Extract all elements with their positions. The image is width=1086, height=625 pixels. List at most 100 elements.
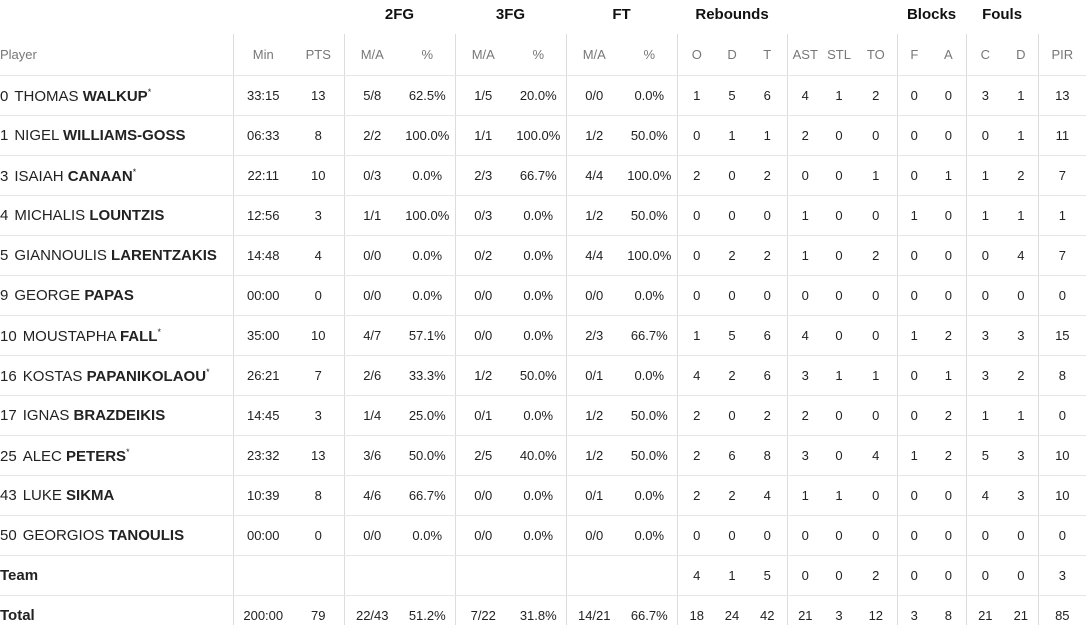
stat-cell: 0 bbox=[855, 115, 898, 156]
stat-cell: 0 bbox=[786, 155, 824, 196]
stat-cell: 0/2 bbox=[454, 235, 511, 276]
stat-cell: 8 bbox=[1037, 355, 1086, 396]
stat-cell: 0/0 bbox=[343, 275, 400, 316]
column-header: M/A bbox=[454, 34, 511, 76]
stat-cell: 0 bbox=[716, 155, 749, 196]
stat-cell: 1 bbox=[896, 435, 932, 476]
stat-cell: 1 bbox=[1004, 395, 1039, 436]
stat-cell: 3 bbox=[293, 395, 344, 436]
stat-cell: 0 bbox=[1004, 515, 1039, 556]
stat-cell bbox=[454, 555, 511, 596]
player-row: 43 LUKE SIKMA 10:39 8 4/6 66.7% 0/0 0.0% 0/1 0.0%… bbox=[0, 475, 1086, 516]
stat-cell: 6 bbox=[748, 355, 788, 396]
stat-cell: 85 bbox=[1037, 595, 1086, 625]
stat-cell: 50.0% bbox=[400, 435, 455, 476]
stat-cell: 26:21 bbox=[232, 355, 293, 396]
stat-cell: 33.3% bbox=[400, 355, 455, 396]
stat-cell: 1 bbox=[965, 195, 1005, 236]
player-first-name: ISAIAH bbox=[14, 167, 64, 185]
stat-cell: 1 bbox=[896, 315, 932, 356]
stat-cell: 2 bbox=[855, 75, 898, 116]
stat-cell: 2 bbox=[748, 395, 788, 436]
stat-cell: 0 bbox=[823, 235, 856, 276]
column-header: PIR bbox=[1037, 34, 1086, 76]
stat-cell: 0.0% bbox=[511, 315, 566, 356]
stat-cell: 0.0% bbox=[511, 195, 566, 236]
stat-cell: 3 bbox=[293, 195, 344, 236]
stat-cell: 00:00 bbox=[232, 515, 293, 556]
stat-cell: 2 bbox=[748, 235, 788, 276]
stat-cell: 5 bbox=[716, 315, 749, 356]
player-first-name: NIGEL bbox=[14, 127, 59, 144]
stat-cell: 1/4 bbox=[343, 395, 400, 436]
player-row: 1 NIGEL WILLIAMS-GOSS 06:33 8 2/2 100.0% 1/1 10… bbox=[0, 115, 1086, 156]
stat-cell: 0 bbox=[931, 555, 967, 596]
stat-cell: 100.0% bbox=[622, 235, 678, 276]
stat-cell: 0 bbox=[748, 275, 788, 316]
stat-cell: 13 bbox=[293, 75, 344, 116]
player-first-name: LUKE bbox=[22, 487, 62, 504]
stat-cell: 0 bbox=[896, 275, 932, 316]
stat-cell: 0 bbox=[823, 395, 856, 436]
stat-cell: 1/1 bbox=[343, 195, 400, 236]
player-row: 3 ISAIAH CANAAN* 22:11 10 0/3 0.0% 2/3 66.7% 4/4… bbox=[0, 155, 1086, 196]
player-number: 25 bbox=[0, 447, 17, 465]
player-cell: 10 MOUSTAPHA FALL* bbox=[0, 315, 233, 356]
player-cell: 3 ISAIAH CANAAN* bbox=[0, 155, 233, 196]
player-last-name: PAPANIKOLAOU bbox=[86, 367, 207, 385]
row-label: Team bbox=[0, 555, 233, 596]
stat-cell: 10 bbox=[293, 155, 344, 196]
stat-cell: 50.0% bbox=[622, 115, 678, 156]
group-header: 3FG bbox=[495, 6, 526, 23]
stat-cell: 0 bbox=[716, 275, 749, 316]
stat-cell: 5 bbox=[716, 75, 749, 116]
stat-cell: 00:00 bbox=[232, 275, 293, 316]
stat-cell: 1 bbox=[855, 355, 898, 396]
player-last-name: LARENTZAKIS bbox=[111, 247, 217, 264]
stat-cell: 1/2 bbox=[565, 195, 622, 236]
stat-cell: 7 bbox=[293, 355, 344, 396]
stat-cell: 2 bbox=[676, 435, 717, 476]
stat-cell: 4 bbox=[748, 475, 788, 516]
stat-cell: 4 bbox=[855, 435, 898, 476]
stat-cell: 66.7% bbox=[622, 315, 678, 356]
player-number: 4 bbox=[0, 207, 9, 224]
stat-cell: 2 bbox=[716, 475, 749, 516]
stat-cell: 4 bbox=[676, 555, 717, 596]
stat-cell: 20.0% bbox=[511, 75, 566, 116]
stat-cell bbox=[343, 555, 400, 596]
stat-cell: 0/3 bbox=[343, 155, 400, 196]
group-header bbox=[787, 0, 897, 34]
player-number: 0 bbox=[0, 87, 9, 105]
stat-cell: 3 bbox=[965, 315, 1005, 356]
stat-cell: 3 bbox=[965, 75, 1005, 116]
stat-cell: 4/4 bbox=[565, 155, 622, 196]
column-header: O bbox=[676, 34, 717, 76]
stat-cell: 0/0 bbox=[565, 515, 622, 556]
stat-cell: 0/0 bbox=[565, 75, 622, 116]
stat-cell: 0 bbox=[716, 515, 749, 556]
stat-cell: 6 bbox=[748, 315, 788, 356]
stat-cell: 1/5 bbox=[454, 75, 511, 116]
stat-cell: 2/5 bbox=[454, 435, 511, 476]
stat-cell: 0 bbox=[931, 235, 967, 276]
stat-cell: 2 bbox=[1004, 355, 1039, 396]
stat-cell: 0 bbox=[965, 235, 1005, 276]
player-number: 3 bbox=[0, 167, 9, 185]
column-header: C bbox=[965, 34, 1005, 76]
stat-cell: 1 bbox=[965, 155, 1005, 196]
stat-cell: 2 bbox=[676, 395, 717, 436]
player-first-name: ALEC bbox=[22, 447, 62, 465]
row-label: Total bbox=[0, 595, 233, 625]
stat-cell: 51.2% bbox=[400, 595, 455, 625]
stat-cell: 6 bbox=[716, 435, 749, 476]
stat-cell: 0 bbox=[896, 475, 932, 516]
player-cell: 5 GIANNOULIS LARENTZAKIS bbox=[0, 235, 233, 276]
stat-cell: 0 bbox=[931, 195, 967, 236]
stat-cell: 0 bbox=[931, 75, 967, 116]
stat-cell: 0/0 bbox=[454, 315, 511, 356]
stat-cell: 0 bbox=[965, 555, 1005, 596]
player-cell: 0 THOMAS WALKUP* bbox=[0, 75, 233, 116]
stat-cell: 4 bbox=[293, 235, 344, 276]
stat-cell: 1 bbox=[823, 355, 856, 396]
